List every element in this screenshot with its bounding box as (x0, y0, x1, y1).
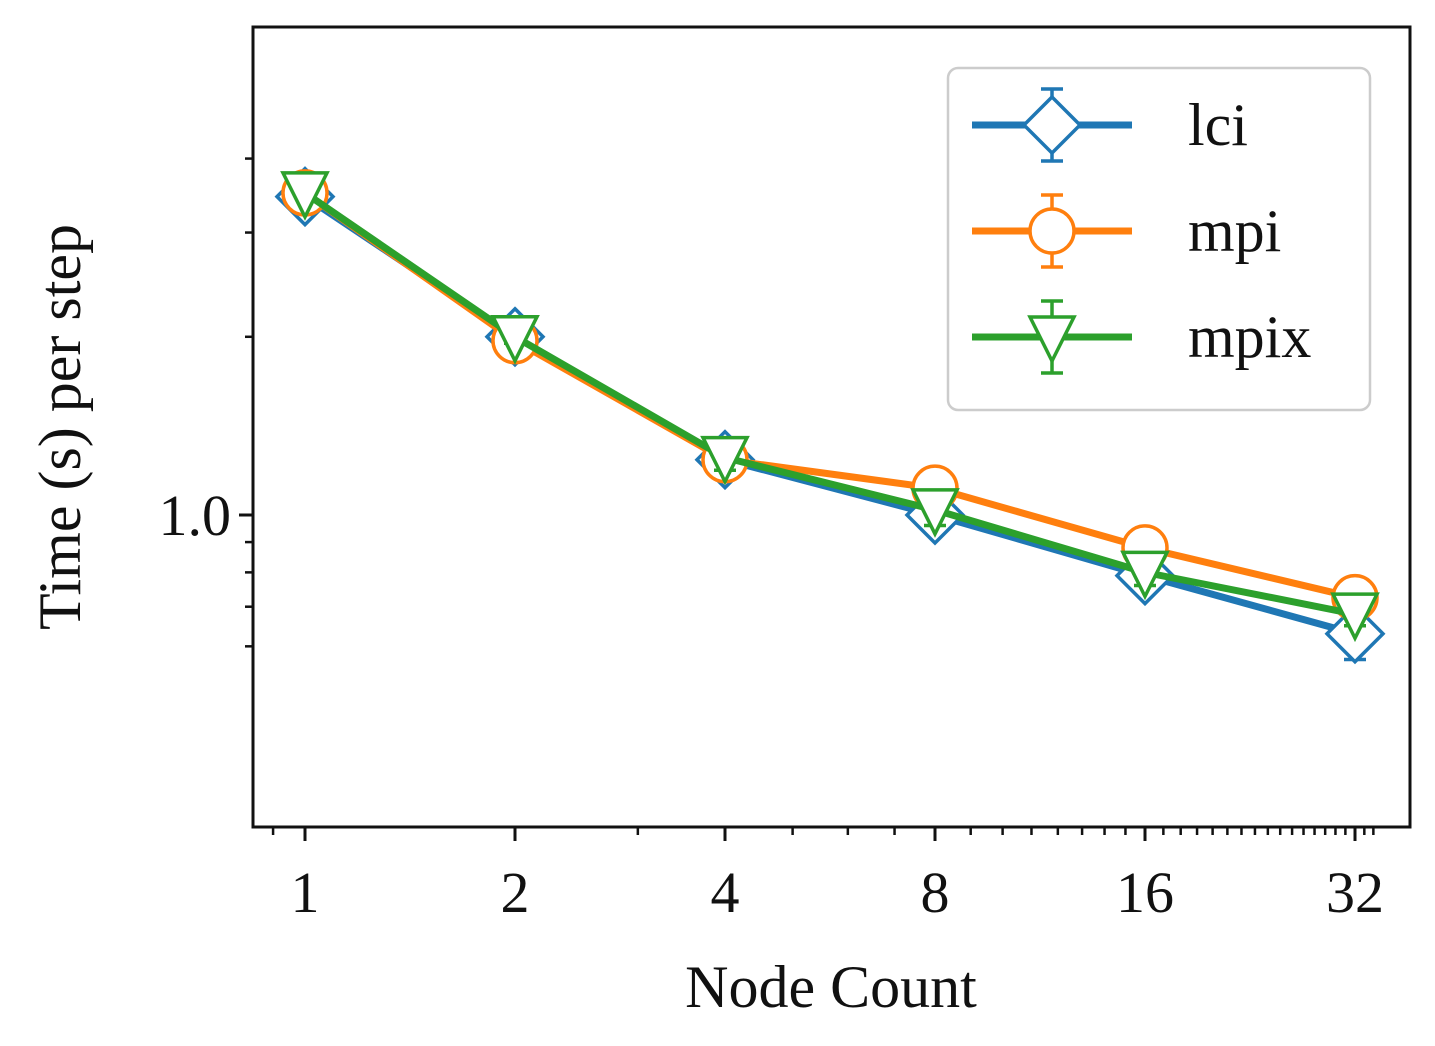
data-point-mpix (490, 315, 540, 365)
data-point-mpix (280, 171, 330, 221)
legend-marker (1027, 315, 1077, 365)
x-tick-label: 4 (711, 860, 740, 925)
legend-item-mpix: mpix (972, 299, 1311, 375)
x-axis-ticks: 1 2 4 8 16 32 (271, 827, 1384, 925)
x-tick-label: 2 (501, 860, 530, 925)
legend-item-mpi: mpi (972, 193, 1281, 269)
series-line-mpix (303, 190, 1356, 618)
legend-label: mpix (1188, 304, 1311, 370)
legend-marker (1028, 207, 1076, 255)
x-tick-label: 16 (1116, 860, 1174, 925)
x-tick-label: 1 (291, 860, 320, 925)
plot-frame (251, 25, 1412, 829)
legend: lci mpi mpix (946, 66, 1372, 412)
y-tick-label: 1.0 (159, 483, 232, 548)
x-tick-label: 8 (921, 860, 950, 925)
legend-label: lci (1188, 92, 1248, 158)
series-layer (274, 166, 1386, 665)
data-point-mpix (1120, 550, 1170, 601)
data-point-mpix (700, 435, 750, 486)
data-point-mpix (1330, 592, 1380, 643)
y-axis-label: Time (s) per step (27, 224, 93, 630)
legend-item-lci: lci (972, 87, 1248, 163)
data-point-mpix (910, 488, 960, 538)
series-mpix (280, 171, 1380, 643)
y-axis-ticks: 1.0 (159, 157, 253, 648)
x-tick-label: 32 (1326, 860, 1384, 925)
legend-label: mpi (1188, 198, 1281, 264)
legend-marker (1021, 94, 1083, 156)
x-axis-label: Node Count (685, 954, 977, 1020)
